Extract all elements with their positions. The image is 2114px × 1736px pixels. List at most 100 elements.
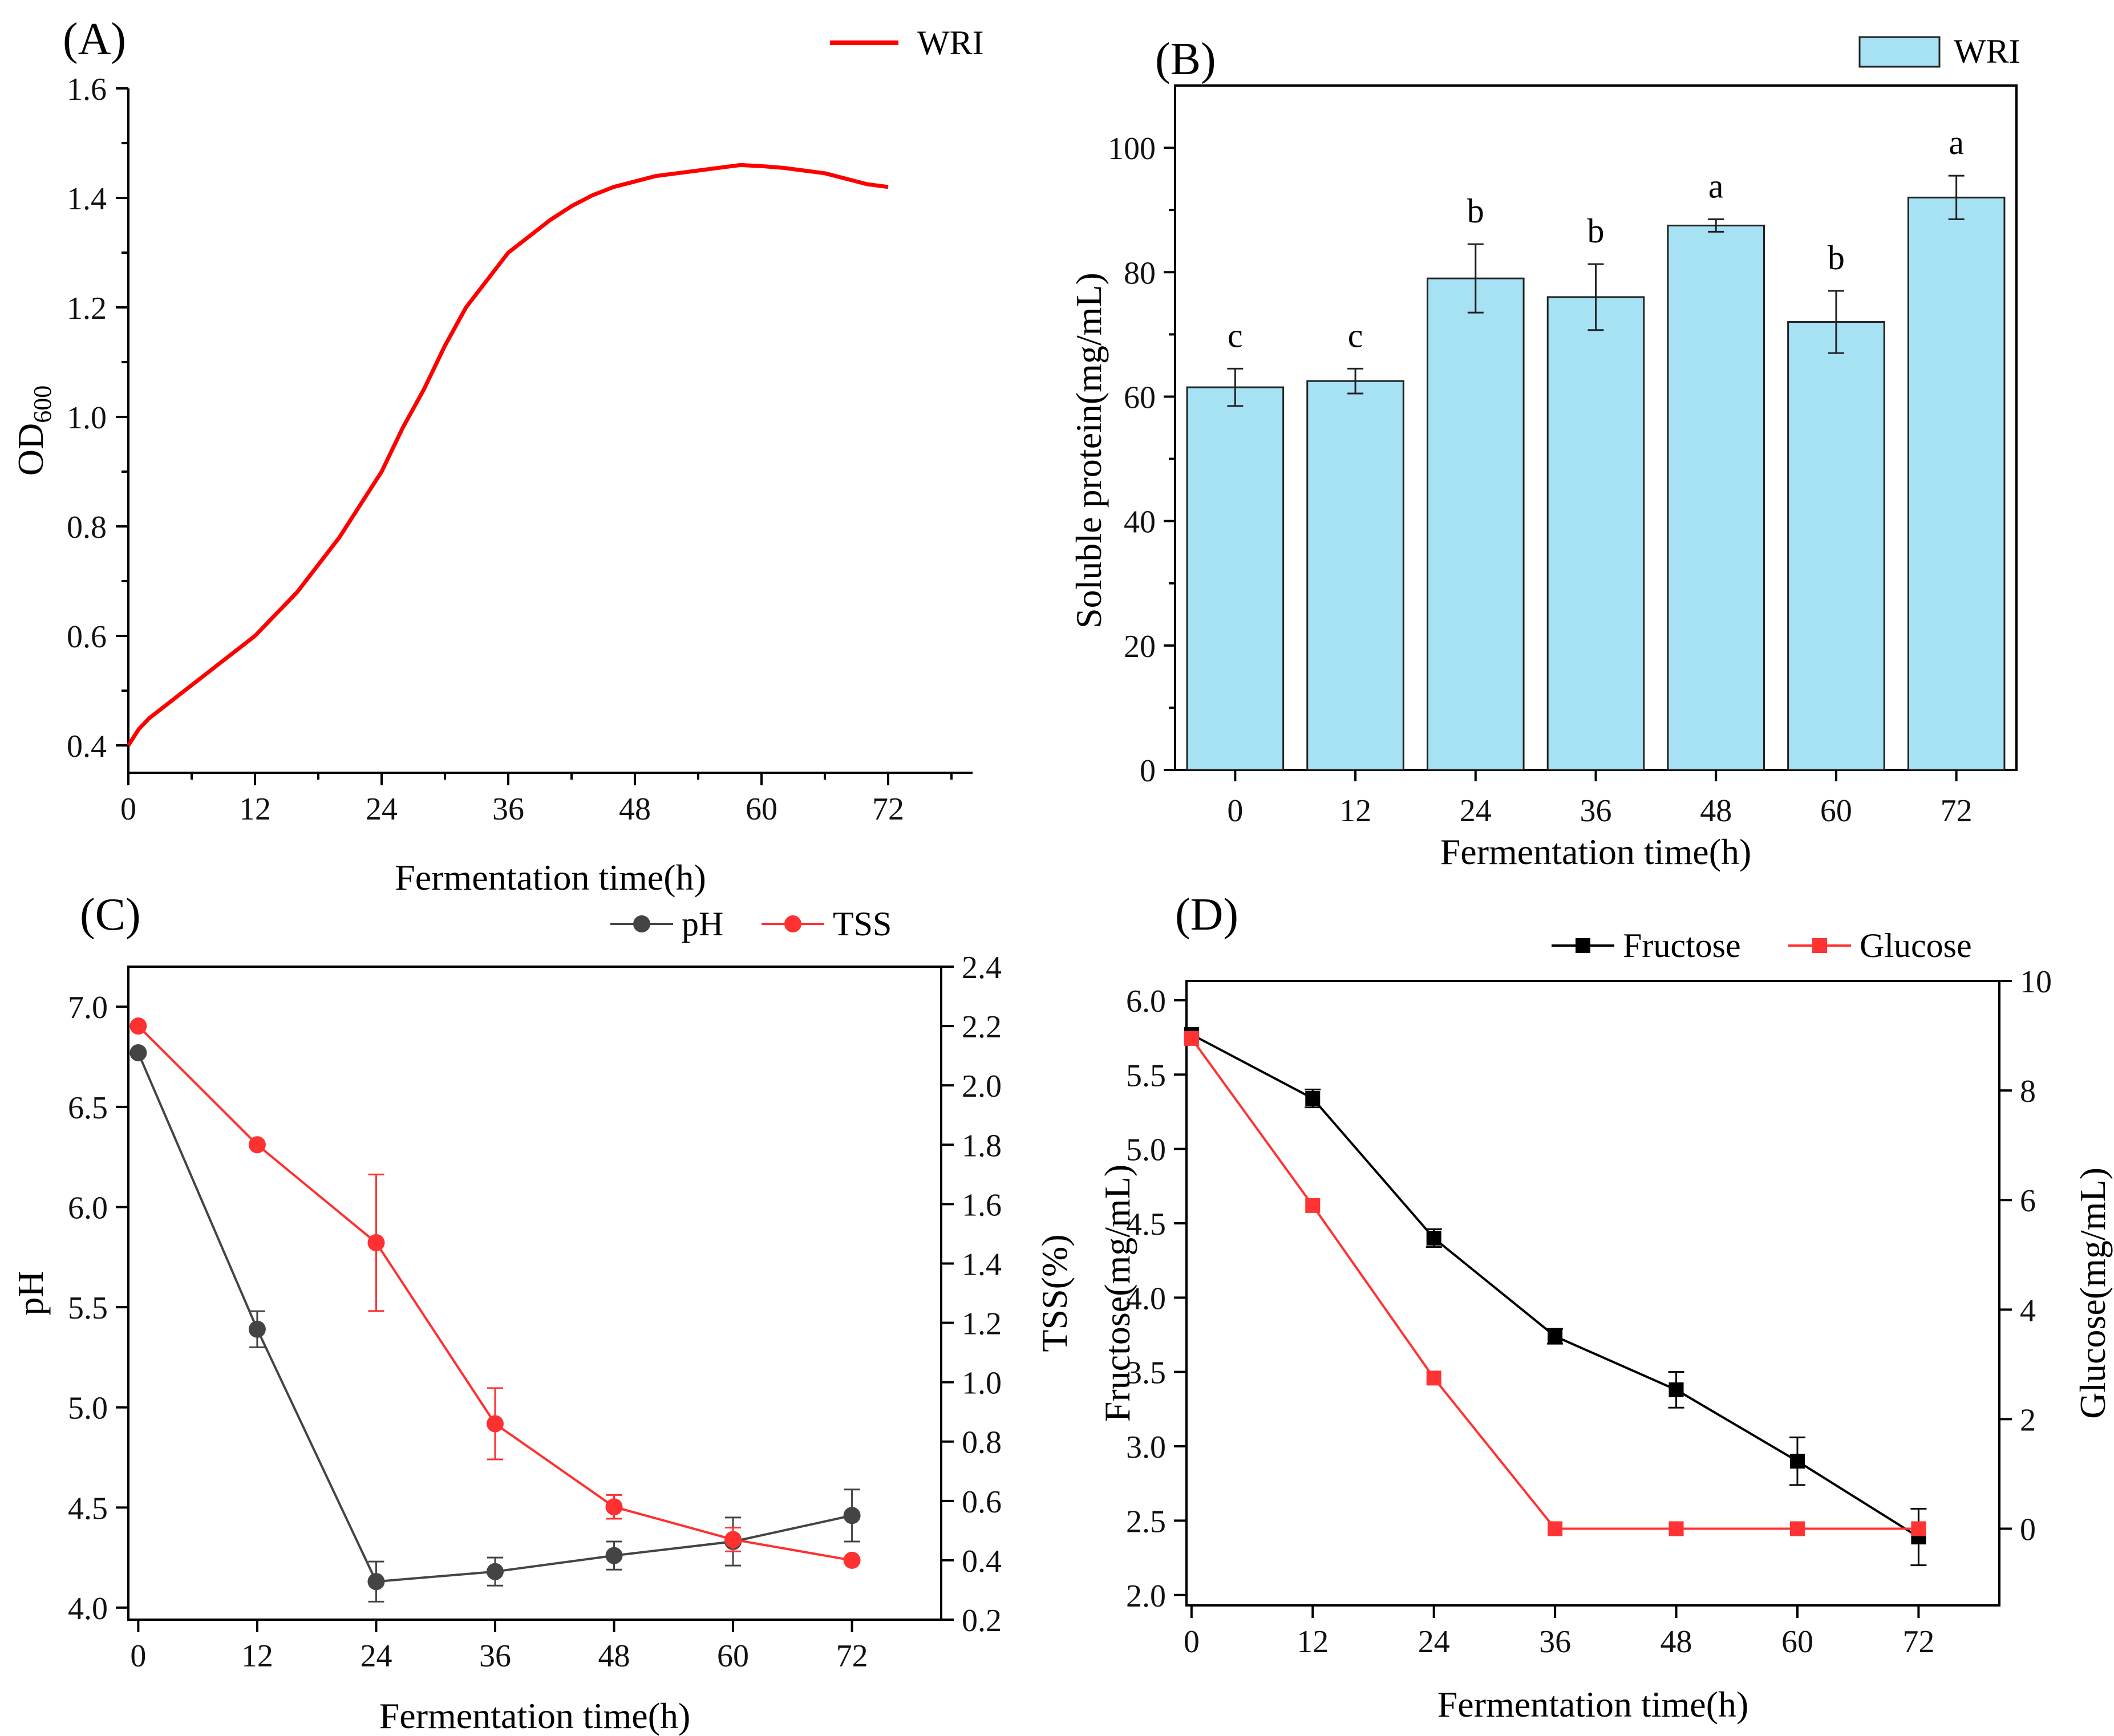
panel-d-frame [1185, 980, 2000, 1607]
panel-c-legend-label: pH [682, 905, 723, 943]
panel-d-label: (D) [1175, 890, 1238, 940]
panel-b-y-tick-label: 20 [1124, 629, 1156, 664]
panel-d-y-right-tick-label: 6 [2020, 1183, 2036, 1219]
panel-d-x-tick-label: 12 [1297, 1624, 1329, 1660]
panel-d-y-tick-label: 5.0 [1126, 1133, 1166, 1168]
panel-c-y-right-tick-label: 1.2 [962, 1307, 1002, 1342]
panel-c-series-line [137, 1025, 852, 1561]
panel-a-y-tick-label: 1.4 [67, 181, 107, 217]
panel-b-x-tick-label: 0 [1227, 793, 1243, 829]
panel-c-y-tick-label: 7.0 [68, 990, 108, 1025]
panel-b-error-bar [1828, 290, 1844, 354]
panel-c-point [248, 1320, 266, 1338]
panel-c-legend-marker [784, 915, 801, 932]
panel-b-significance-letter: b [1467, 192, 1484, 230]
panel-c-x-tick-label: 36 [479, 1638, 511, 1674]
panel-c-y-right-tick-label: 0.6 [962, 1484, 1002, 1520]
panel-d-x-tick-label: 24 [1418, 1624, 1450, 1660]
panel-d-point [1789, 1521, 1805, 1536]
panel-a-y-title-sub: 600 [29, 386, 56, 423]
panel-b-error-bar [1227, 367, 1244, 407]
panel-d-y-right-tick-label: 8 [2020, 1074, 2036, 1109]
panel-c-point [605, 1547, 623, 1564]
panel-a-y-tick-label: 1.6 [67, 72, 107, 107]
panel-b-y-tick-label: 40 [1124, 505, 1156, 540]
panel-a-y-title: OD600 [10, 386, 56, 476]
panel-c-point [843, 1551, 861, 1569]
panel-c-point [129, 1017, 147, 1035]
panel-b-significance-letter: b [1828, 239, 1845, 277]
panel-b-y-tick-label: 60 [1124, 380, 1156, 415]
panel-d-series-glucose [1184, 1031, 1926, 1536]
panel-d-series-fructose [1184, 1027, 1927, 1567]
panel-d-point [1184, 1031, 1199, 1046]
panel-b-bar [1787, 321, 1885, 771]
panel-c-x-tick-label: 0 [130, 1638, 146, 1674]
panel-b-x-tick-label: 36 [1580, 793, 1612, 829]
panel-b: (B) 0 20 40 60 80 100 c 0 c 12 b 24 b 36 a 48 b 60 a 72 Ferme… [1068, 33, 2020, 872]
panel-c-point [605, 1498, 623, 1516]
panel-d-legend-label: Fructose [1623, 927, 1741, 964]
panel-d-point [1911, 1521, 1926, 1536]
panel-c: (C) 0 12 24 36 48 60 72 4.0 4.5 5.0 5.5 6.0 6.5 7.0 0.2… [10, 890, 1075, 1736]
panel-c-point [486, 1415, 504, 1433]
panel-d-series-line [1190, 1037, 1919, 1530]
panel-d-x-tick-label: 48 [1661, 1624, 1692, 1660]
panel-d-y-right-title: Glucose(mg/mL) [2072, 1167, 2113, 1419]
panel-b-error-bar [1347, 367, 1364, 395]
panel-c-x-tick-label: 24 [360, 1638, 392, 1674]
panel-d-y-tick-label: 3.5 [1126, 1356, 1166, 1391]
panel-d-point [1668, 1521, 1684, 1536]
panel-c-y-right-title: TSS(%) [1034, 1234, 1075, 1352]
panel-c-point [367, 1234, 385, 1252]
panel-d-point [1305, 1198, 1321, 1213]
panel-c-y-tick-label: 4.5 [68, 1491, 108, 1526]
panel-d-x-tick-label: 36 [1539, 1624, 1571, 1660]
panel-b-x-title: Fermentation time(h) [1440, 832, 1752, 872]
panel-d-y-tick-label: 2.0 [1126, 1579, 1166, 1614]
panel-d-legend-marker [1812, 938, 1827, 953]
panel-d-point [1789, 1454, 1805, 1469]
panel-c-y-right-tick-label: 2.0 [962, 1069, 1002, 1104]
panel-c-point [129, 1044, 147, 1062]
panel-a-x-tick-label: 24 [366, 792, 398, 827]
panel-c-point [367, 1573, 385, 1591]
panel-d: (D)0 12 24 36 48 60 722.02.53.03.54.04.55.05.5… [1097, 890, 2113, 1725]
panel-b-significance-letter: b [1587, 212, 1605, 250]
panel-d-point [1548, 1521, 1563, 1536]
panel-a-legend-label: WRI [917, 24, 984, 62]
panel-d-y-right-tick-label: 2 [2020, 1402, 2036, 1438]
panel-c-x-tick-label: 12 [241, 1638, 273, 1674]
panel-b-error-bar [1467, 243, 1484, 314]
panel-a-x-tick-label: 0 [120, 792, 136, 827]
panel-d-point [1426, 1231, 1441, 1246]
panel-b-significance-letter: c [1228, 317, 1243, 354]
panel-a: (A) 0 12 24 36 48 60 72 0.4 0.6 0.8 1.0 1.2 1.4 1.6 Fer… [10, 14, 984, 898]
panel-c-y-right-tick-label: 1.6 [962, 1187, 1002, 1223]
panel-c-point [248, 1136, 266, 1154]
panel-b-y-tick-label: 0 [1140, 753, 1156, 789]
panel-b-significance-letter: c [1348, 317, 1363, 354]
panel-b-legend-label: WRI [1954, 33, 2020, 70]
panel-c-series-tss [129, 1017, 861, 1569]
panel-b-error-bar [1948, 175, 1965, 221]
panel-c-y-right-tick-label: 0.2 [962, 1603, 1002, 1638]
panel-d-legend-label: Glucose [1860, 927, 1972, 964]
panel-a-y-title-main: OD [10, 423, 51, 476]
panel-c-y-title: pH [10, 1271, 51, 1315]
panel-c-y-tick-label: 5.5 [68, 1291, 108, 1326]
panel-a-x-tick-label: 60 [746, 792, 777, 827]
panel-d-point [1305, 1090, 1321, 1106]
panel-d-x-tick-label: 60 [1781, 1624, 1813, 1660]
panel-a-y-tick-label: 1.2 [67, 291, 107, 326]
panel-b-bar [1667, 224, 1765, 771]
panel-a-x-title: Fermentation time(h) [395, 857, 706, 898]
panel-c-x-tick-label: 60 [717, 1638, 749, 1674]
panel-b-bar [1546, 296, 1645, 771]
panel-c-y-right-tick-label: 0.8 [962, 1425, 1002, 1461]
panel-c-frame [127, 966, 942, 1621]
panel-c-point [486, 1563, 504, 1580]
panel-b-bar [1306, 380, 1404, 771]
panel-a-y-tick-label: 0.8 [67, 510, 107, 545]
panel-b-significance-letter: a [1949, 124, 1964, 161]
